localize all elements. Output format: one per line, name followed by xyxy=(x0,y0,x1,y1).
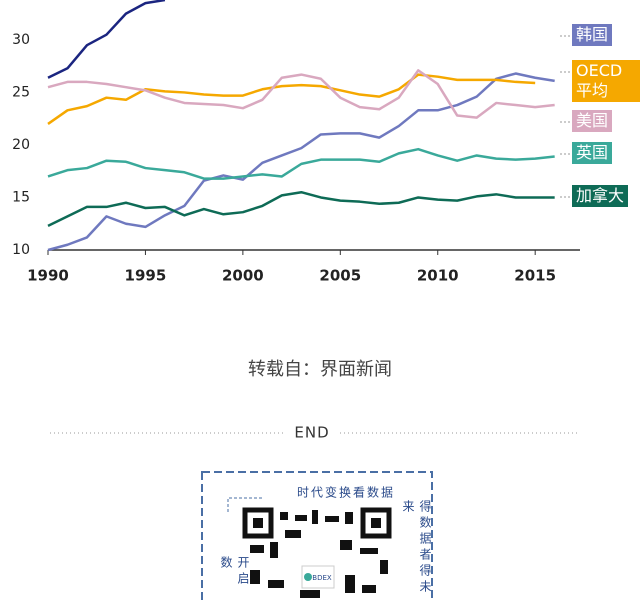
end-text: END xyxy=(294,424,329,442)
x-tick-label: 1990 xyxy=(27,267,69,285)
y-tick-label: 20 xyxy=(12,137,30,153)
y-tick-label: 15 xyxy=(12,189,30,205)
qr-logo: BDEX xyxy=(312,574,332,582)
x-tick-label: 2015 xyxy=(514,267,556,285)
y-tick-label: 25 xyxy=(12,84,30,100)
y-tick-label: 10 xyxy=(12,242,30,258)
legend-entry: 韩国 xyxy=(572,24,613,46)
x-tick-label: 1995 xyxy=(125,267,167,285)
qr-code: BDEX xyxy=(242,507,392,600)
series-line xyxy=(47,190,555,227)
legend-entry: 英国 xyxy=(572,142,613,164)
qr-frame xyxy=(201,471,433,600)
qr-top-text: 时代变换看数据 xyxy=(297,485,395,500)
qr-right-text: 得数据者得未来 xyxy=(401,500,432,596)
qr-left-text: 开启数 xyxy=(219,556,250,588)
series-line xyxy=(47,69,555,119)
series-line xyxy=(47,73,536,125)
legend-entry: 美国 xyxy=(572,110,613,132)
series-line xyxy=(47,147,555,180)
series-line xyxy=(47,72,555,252)
x-tick-label: 2000 xyxy=(222,267,264,285)
legend-entry: OECD平均 xyxy=(572,60,640,102)
source-text: 转载自：界面新闻 xyxy=(248,359,392,380)
y-tick-label: 30 xyxy=(12,32,30,48)
legend-entry: 加拿大 xyxy=(572,185,629,207)
x-tick-label: 2005 xyxy=(319,267,361,285)
x-tick-label: 2010 xyxy=(417,267,459,285)
series-line xyxy=(47,0,166,79)
qr-corner xyxy=(227,497,262,512)
